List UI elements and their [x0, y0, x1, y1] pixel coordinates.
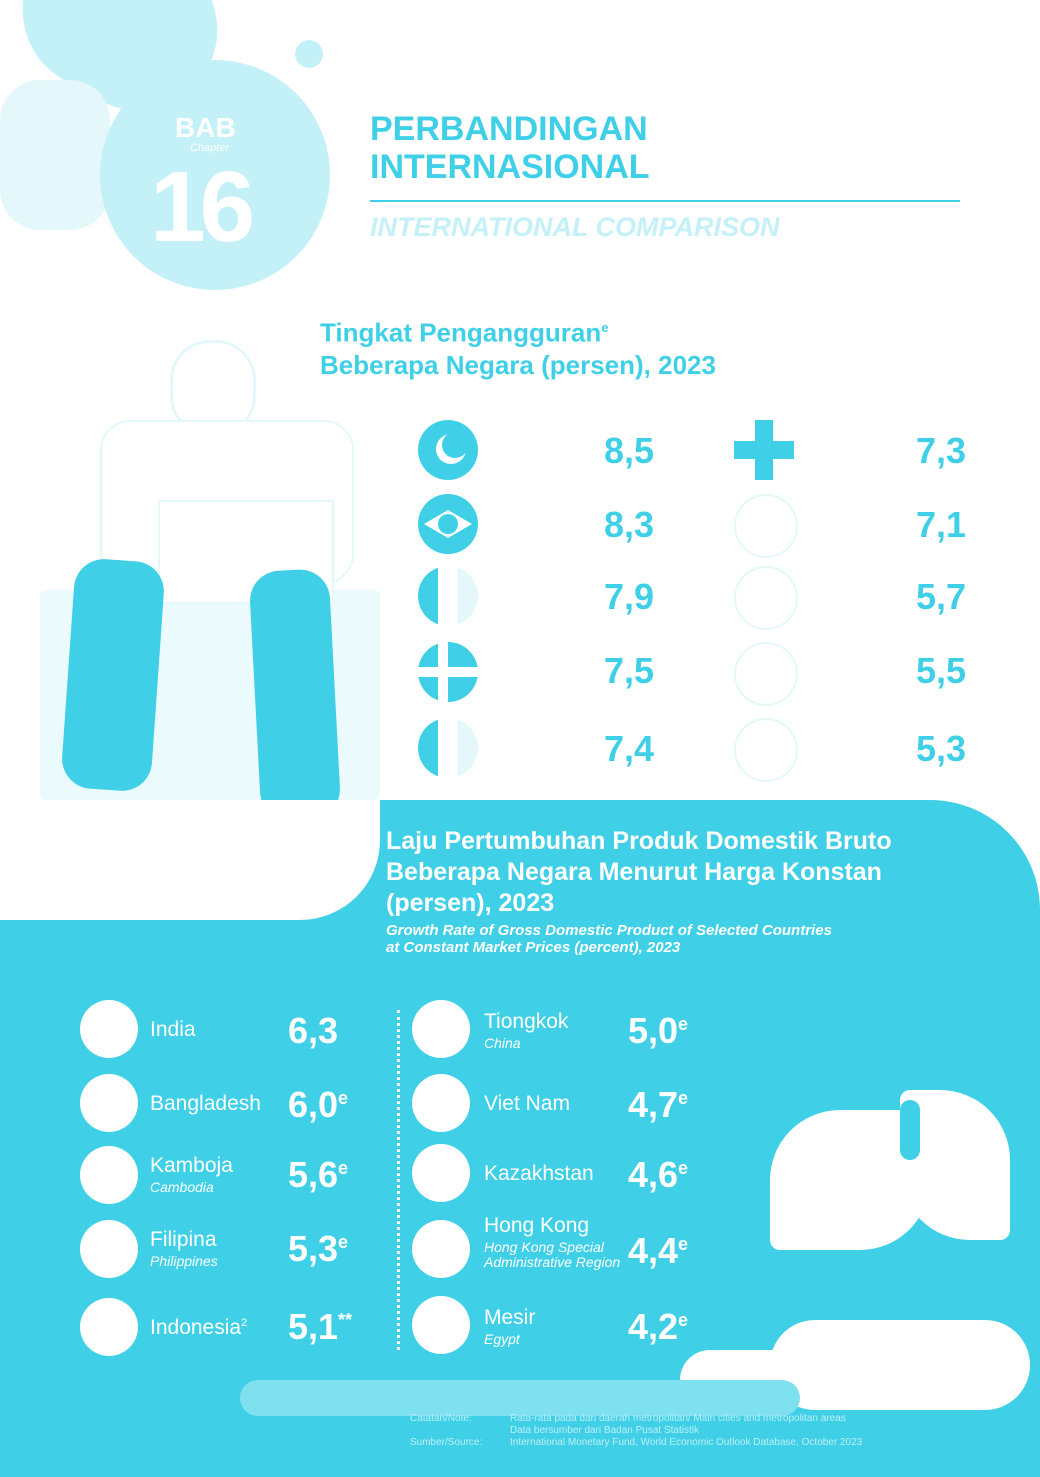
country-name-en: China — [484, 1035, 521, 1051]
flag-icon — [734, 566, 798, 630]
gdp-value: 5,3e — [288, 1228, 349, 1269]
country-name: Kazakhstan — [484, 1162, 594, 1185]
country-name: Filipina — [150, 1228, 217, 1251]
flag-icon — [80, 1074, 138, 1132]
source-text: International Monetary Fund, World Econo… — [510, 1437, 863, 1448]
decor-blob-left — [0, 80, 110, 230]
country-name: Mesir — [484, 1306, 536, 1329]
gdp-section-notch — [0, 800, 380, 920]
gdp-value: 5,1** — [288, 1306, 353, 1347]
unemployment-title: Tingkat Penganggurane Beberapa Negara (p… — [320, 317, 716, 380]
flag-icon — [412, 1144, 470, 1202]
unemployment-value: 7,3 — [916, 430, 967, 471]
flag-icon — [734, 718, 798, 782]
country-name: Tiongkok — [484, 1010, 569, 1033]
flag-icon — [418, 718, 478, 778]
decor-dot — [295, 40, 323, 68]
column-divider — [397, 1010, 400, 1350]
footer-bar — [240, 1380, 800, 1416]
note-text: Data bersumber dari Badan Pusat Statisti… — [510, 1425, 699, 1436]
gdp-value: 6,0e — [288, 1084, 349, 1125]
unemployment-value: 7,5 — [604, 650, 655, 691]
flag-icon — [418, 566, 478, 626]
note-label: Catatan/Note: — [410, 1413, 472, 1424]
flag-icon — [412, 1000, 470, 1058]
unemployment-value: 7,9 — [604, 576, 655, 617]
unemployment-value: 8,5 — [604, 430, 655, 471]
country-name-en: Egypt — [484, 1331, 520, 1347]
flag-icon — [80, 1298, 138, 1356]
chapter-badge — [100, 60, 330, 290]
country-name: Bangladesh — [150, 1092, 261, 1115]
country-name-en: Philippines — [150, 1253, 218, 1269]
country-name: India — [150, 1018, 196, 1041]
flag-icon — [418, 494, 478, 554]
title-divider — [370, 200, 960, 202]
flag-icon — [418, 642, 478, 702]
flag-icon — [80, 1220, 138, 1278]
gdp-value: 4,4e — [628, 1230, 689, 1271]
gdp-value: 5,0e — [628, 1010, 689, 1051]
flag-icon — [412, 1220, 470, 1278]
footnotes: Catatan/Note: Rata-rata pada dan daerah … — [410, 1413, 970, 1449]
flag-icon — [734, 494, 798, 558]
country-name-en: Hong Kong Special Administrative Region — [484, 1239, 621, 1270]
unemployment-value: 8,3 — [604, 504, 655, 545]
chapter-number: 16 — [150, 151, 255, 263]
flag-icon — [412, 1074, 470, 1132]
country-name: Indonesia2 — [150, 1316, 248, 1339]
chapter-label-en: Chapter — [190, 142, 230, 154]
gdp-title: Laju Pertumbuhan Produk Domestik Bruto B… — [386, 827, 892, 917]
country-name-en: Cambodia — [150, 1179, 214, 1195]
gdp-value: 6,3 — [288, 1010, 339, 1051]
gdp-subtitle: Growth Rate of Gross Domestic Product of… — [386, 922, 832, 956]
page-title: PERBANDINGAN INTERNASIONAL — [370, 110, 650, 186]
flag-icon — [80, 1146, 138, 1204]
country-name: Viet Nam — [484, 1092, 570, 1115]
unemployment-value: 7,4 — [604, 728, 655, 769]
unemployment-value: 5,3 — [916, 728, 967, 769]
country-name: Kamboja — [150, 1154, 233, 1177]
gdp-value: 5,6e — [288, 1154, 349, 1195]
unemployment-value: 5,5 — [916, 650, 967, 691]
gdp-value: 4,7e — [628, 1084, 689, 1125]
note-text: Rata-rata pada dan daerah metropolitan/ … — [510, 1413, 846, 1424]
flag-icon — [734, 642, 798, 706]
chapter-label: BAB — [175, 112, 236, 143]
flag-icon — [418, 420, 478, 480]
flag-icon — [80, 1000, 138, 1058]
unemployment-value: 5,7 — [916, 576, 967, 617]
source-label: Sumber/Source: — [410, 1437, 483, 1448]
flag-icon — [412, 1296, 470, 1354]
gdp-value: 4,6e — [628, 1154, 689, 1195]
country-name: Hong Kong — [484, 1214, 590, 1237]
unemployment-value: 7,1 — [916, 504, 967, 545]
page-title-en: INTERNATIONAL COMPARISON — [370, 212, 780, 242]
gdp-value: 4,2e — [628, 1306, 689, 1347]
flag-icon — [734, 420, 794, 480]
